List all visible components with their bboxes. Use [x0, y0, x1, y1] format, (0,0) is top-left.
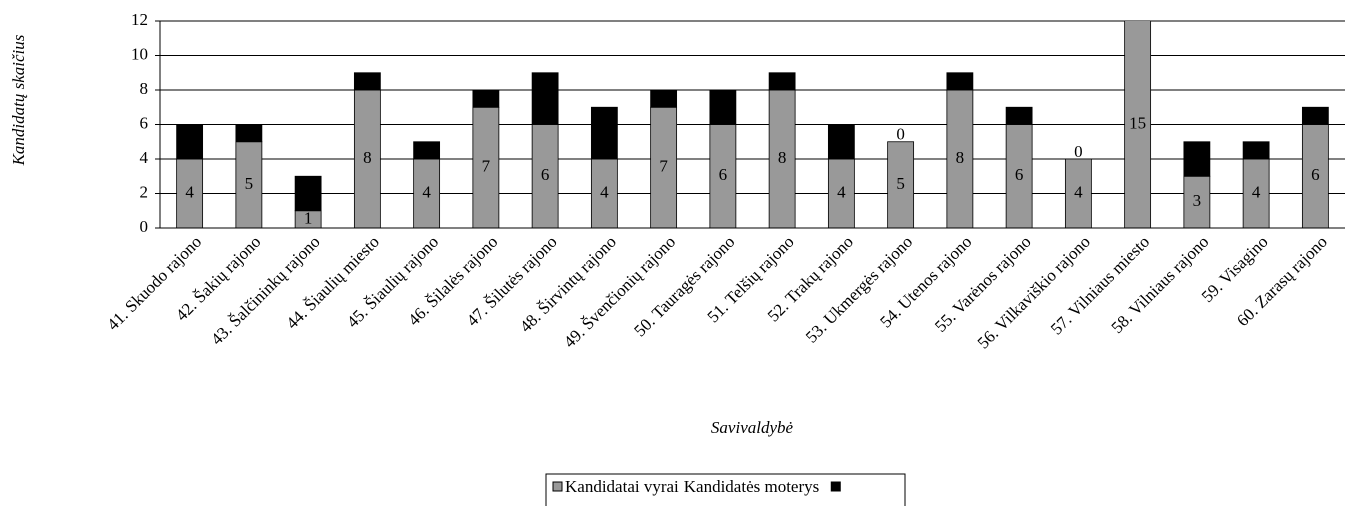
bar-segment [1242, 141, 1270, 160]
y-tick-label: 0 [140, 217, 149, 236]
bars [176, 21, 1329, 229]
data-label: 0 [1074, 142, 1083, 161]
y-tick-label: 8 [140, 79, 149, 98]
bar-segment [413, 158, 441, 229]
bar-segment [472, 106, 500, 229]
x-tick-label: 43. Šalčininkų rajono [207, 232, 324, 349]
bar-segment [946, 89, 974, 229]
bar-segment [1301, 106, 1329, 125]
bar-segment [1005, 106, 1033, 125]
data-label: 4 [1074, 182, 1083, 201]
data-label: 5 [245, 174, 254, 193]
y-tick-label: 2 [140, 182, 149, 201]
y-tick-label: 12 [131, 10, 148, 29]
bar-segment [235, 141, 263, 229]
bar-segment [531, 72, 559, 125]
data-label: 5 [896, 174, 905, 193]
legend-swatch [830, 481, 841, 492]
legend-swatch [552, 481, 563, 492]
bar-segment [709, 89, 737, 125]
bar-segment [1242, 158, 1270, 229]
legend-label: Kandidatės moterys [684, 477, 820, 496]
bar-segment [353, 89, 381, 229]
data-label: 8 [363, 148, 372, 167]
data-label: 4 [837, 182, 846, 201]
x-axis-title: Savivaldybė [711, 418, 794, 437]
data-label: 6 [1311, 165, 1320, 184]
data-label: 7 [659, 157, 668, 176]
y-axis-title: Kandidatų skaičius [9, 34, 28, 166]
data-label: 3 [1193, 191, 1202, 210]
bar-segment [887, 141, 915, 229]
data-label: 8 [778, 148, 787, 167]
data-label: 0 [896, 125, 905, 144]
x-tick-label: 49. Švenčionių rajono [560, 232, 679, 351]
bar-segment [294, 175, 322, 212]
data-label: 4 [600, 182, 609, 201]
data-label: 4 [185, 182, 194, 201]
bar-segment [1183, 141, 1211, 177]
legend-label: Kandidatai vyrai [565, 477, 679, 496]
data-label: 4 [1252, 182, 1261, 201]
x-tick-label: 50. Tauragės rajono [630, 232, 738, 340]
y-tick-label: 6 [140, 113, 149, 132]
bar-segment [590, 106, 618, 160]
data-label: 1 [304, 208, 313, 227]
y-tick-label: 4 [140, 148, 149, 167]
x-tick-label: 57. Vilniaus miesto [1047, 232, 1153, 338]
data-label: 7 [482, 157, 491, 176]
bar-segment [413, 141, 441, 160]
legend-box [545, 473, 906, 506]
bar-segment [176, 124, 204, 160]
y-tick-label: 10 [131, 44, 148, 63]
bar-segment [650, 89, 678, 108]
bar-segment [827, 124, 855, 160]
data-label: 6 [541, 165, 550, 184]
x-tick-label: 56. Vilkaviškio rajono [974, 232, 1094, 352]
data-label: 6 [719, 165, 728, 184]
data-label: 4 [422, 182, 431, 201]
bar-segment [1064, 158, 1092, 229]
bar-segment [235, 124, 263, 143]
bar-segment [650, 106, 678, 229]
bar-segment [768, 72, 796, 91]
bar-segment [709, 124, 737, 229]
data-label: 15 [1129, 113, 1146, 132]
x-tick-label: 53. Ukmergės rajono [802, 232, 916, 346]
data-label: 6 [1015, 165, 1024, 184]
bar-segment [353, 72, 381, 91]
data-label: 8 [956, 148, 965, 167]
bar-segment [472, 89, 500, 108]
bar-segment [946, 72, 974, 91]
